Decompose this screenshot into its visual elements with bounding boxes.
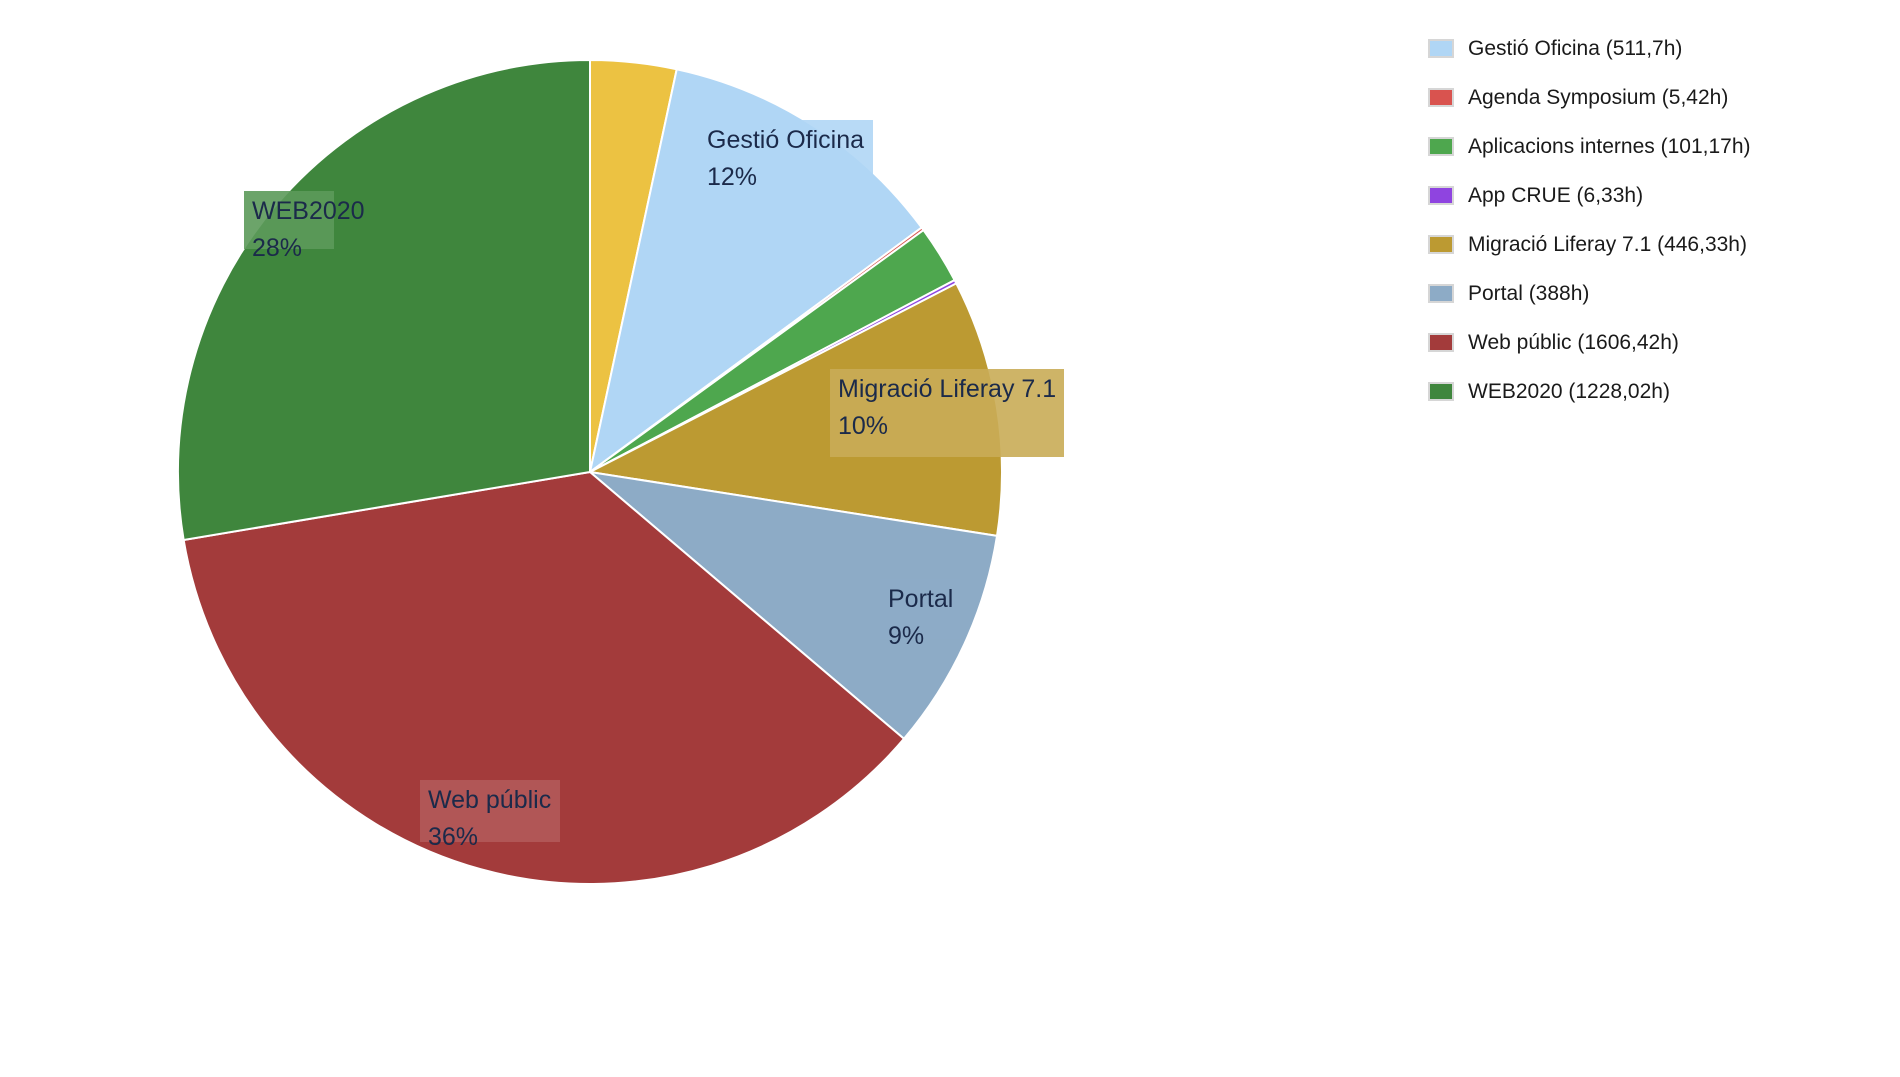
legend-item[interactable]: Portal (388h): [1428, 269, 1751, 318]
legend-swatch: [1428, 235, 1454, 254]
legend-swatch: [1428, 382, 1454, 401]
pie-slices: [177, 58, 1003, 885]
data-label: Gestió Oficina 12%: [699, 120, 873, 197]
legend-label: Migració Liferay 7.1 (446,33h): [1468, 232, 1747, 256]
legend-item[interactable]: Agenda Symposium (5,42h): [1428, 73, 1751, 122]
data-label-background: [420, 780, 560, 842]
legend-label: App CRUE (6,33h): [1468, 183, 1644, 207]
legend-swatch: [1428, 39, 1454, 58]
data-label-background: [830, 369, 1064, 457]
data-label-name: Gestió Oficina: [707, 126, 864, 154]
legend-label: Gestió Oficina (511,7h): [1468, 36, 1683, 60]
data-label-percent: 12%: [707, 163, 757, 191]
data-label-background: [244, 191, 334, 249]
data-label: WEB2020 28%: [244, 191, 365, 262]
data-label-name: WEB2020: [252, 197, 365, 225]
legend-label: Portal (388h): [1468, 281, 1590, 305]
legend-swatch: [1428, 137, 1454, 156]
data-label-percent: 36%: [428, 823, 478, 851]
data-label: Migració Liferay 7.1 10%: [830, 369, 1064, 457]
pie-slice[interactable]: [177, 58, 591, 542]
legend-item[interactable]: Web públic (1606,42h): [1428, 318, 1751, 367]
data-label-background: [880, 579, 960, 639]
legend-item[interactable]: Migració Liferay 7.1 (446,33h): [1428, 220, 1751, 269]
legend-item[interactable]: WEB2020 (1228,02h): [1428, 367, 1751, 416]
legend: Gestió Oficina (511,7h) Agenda Symposium …: [1428, 24, 1751, 416]
data-label-name: Migració Liferay 7.1: [838, 375, 1056, 403]
legend-label: WEB2020 (1228,02h): [1468, 379, 1670, 403]
legend-label: Agenda Symposium (5,42h): [1468, 85, 1729, 109]
data-label: Portal 9%: [880, 579, 960, 650]
data-label-name: Portal: [888, 585, 953, 613]
pie-slice[interactable]: [586, 470, 999, 741]
legend-swatch: [1428, 333, 1454, 352]
data-label-percent: 28%: [252, 234, 302, 262]
pie-slice[interactable]: [182, 470, 906, 885]
legend-swatch: [1428, 284, 1454, 303]
data-label-percent: 10%: [838, 412, 888, 440]
legend-label: Web públic (1606,42h): [1468, 330, 1679, 354]
legend-item[interactable]: App CRUE (6,33h): [1428, 171, 1751, 220]
legend-swatch: [1428, 88, 1454, 107]
data-label-background: [699, 120, 873, 197]
legend-swatch: [1428, 186, 1454, 205]
legend-item[interactable]: Aplicacions internes (101,17h): [1428, 122, 1751, 171]
data-label-name: Web públic: [428, 786, 551, 814]
legend-label: Aplicacions internes (101,17h): [1468, 134, 1751, 158]
data-label-percent: 9%: [888, 622, 924, 650]
legend-item[interactable]: Gestió Oficina (511,7h): [1428, 24, 1751, 73]
data-label: Web públic 36%: [420, 780, 560, 851]
